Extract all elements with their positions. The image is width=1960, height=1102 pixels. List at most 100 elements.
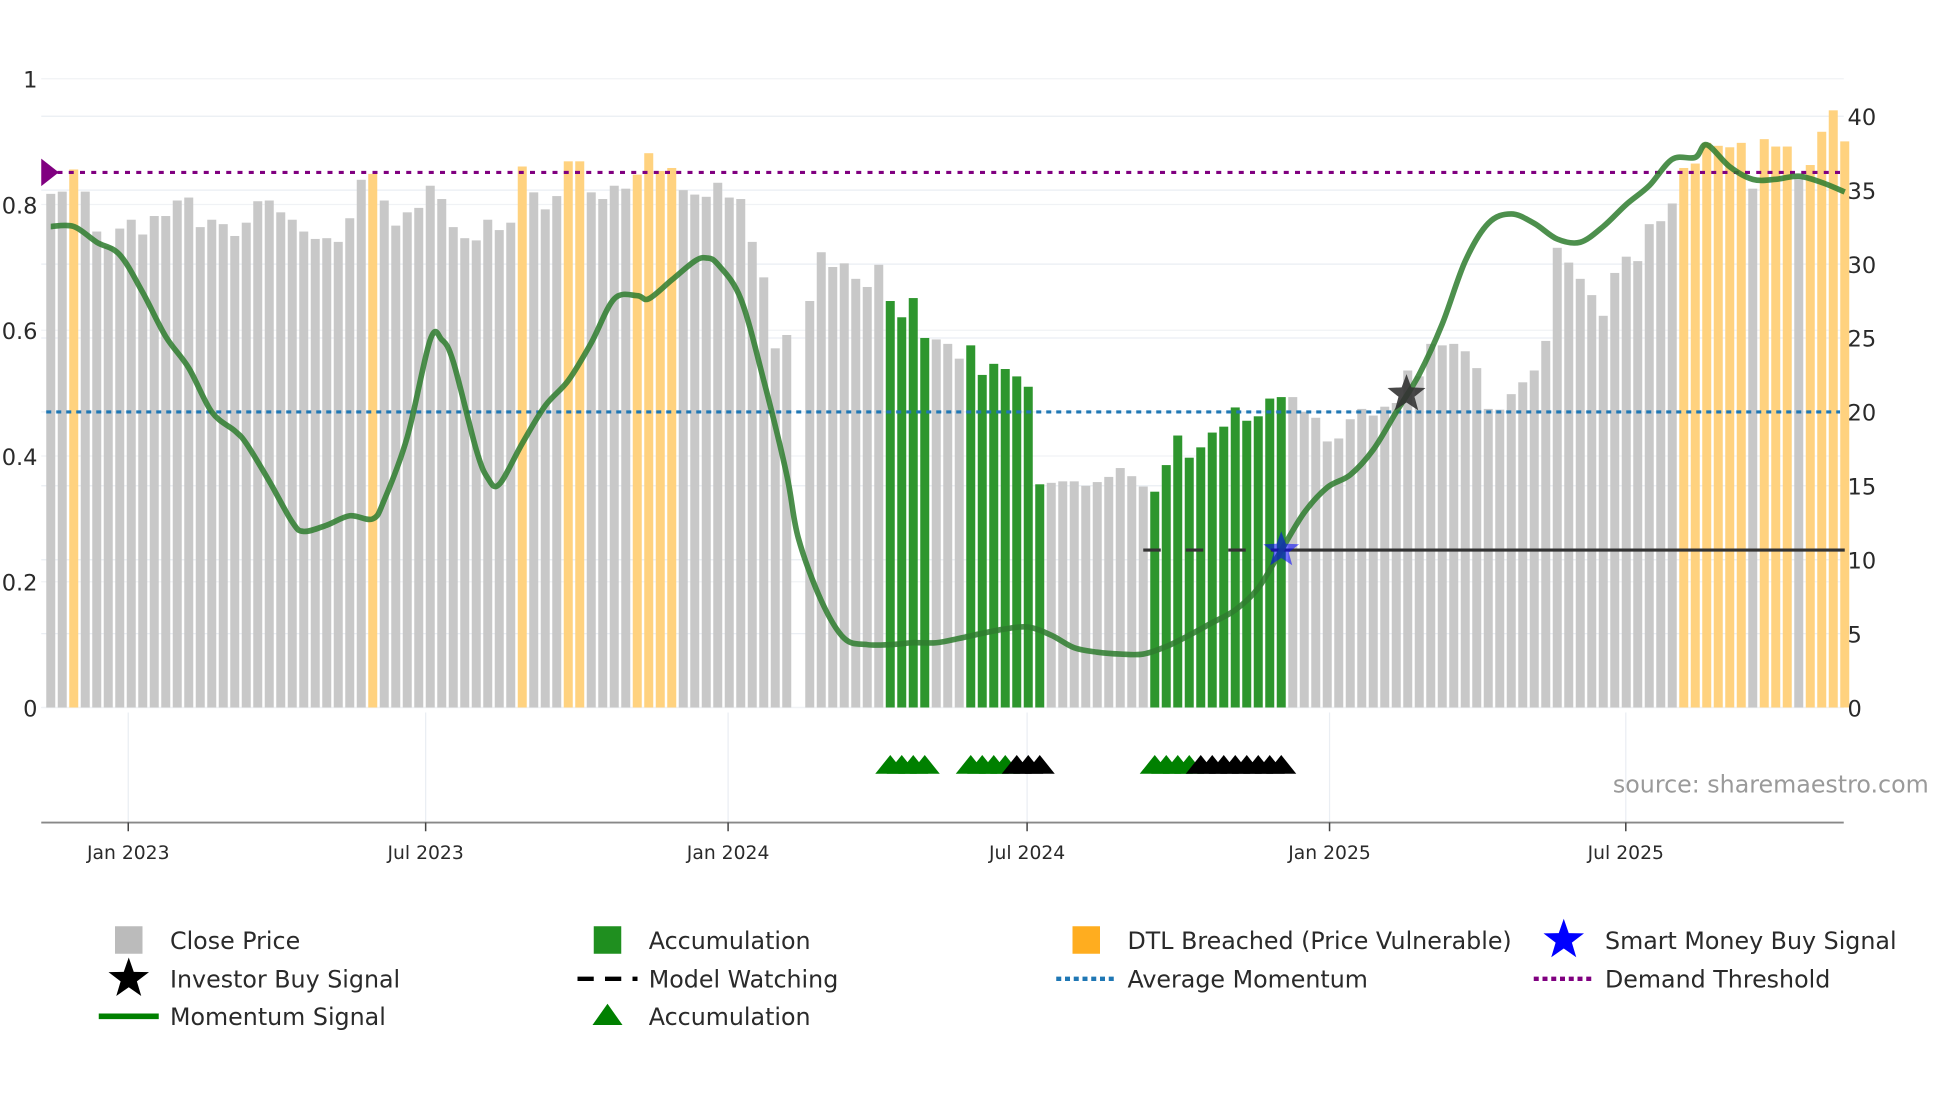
legend-item: Momentum Signal	[98, 1003, 386, 1031]
close-price-bar	[1104, 476, 1114, 708]
accumulation-bar	[908, 298, 918, 708]
legend-label: Momentum Signal	[170, 1003, 386, 1031]
close-price-bar	[230, 235, 240, 708]
x-tick-label: Jul 2025	[1587, 843, 1664, 864]
close-price-bar	[172, 200, 182, 708]
close-price-bar	[345, 218, 355, 708]
legend-label: Smart Money Buy Signal	[1605, 927, 1897, 955]
signal-markers	[41, 158, 1426, 774]
legend: Close Price Accumulation DTL Breached (Pri…	[98, 918, 1897, 1031]
close-price-bar	[1644, 224, 1654, 708]
close-price-bar	[402, 212, 412, 708]
momentum-signal-line	[50, 141, 1846, 658]
close-price-bar	[264, 200, 274, 708]
orange-square-icon	[1072, 926, 1100, 954]
close-price-bar	[471, 240, 481, 708]
dtl-breached-bar	[1805, 165, 1815, 708]
close-price-bar	[540, 209, 550, 708]
accumulation-bar	[1196, 447, 1206, 708]
close-price-bar	[310, 238, 320, 708]
right-axis-tick-label: 15	[1848, 475, 1877, 501]
legend-item: DTL Breached (Price Vulnerable)	[1072, 926, 1512, 955]
close-price-bar	[954, 358, 964, 708]
close-price-bar	[1357, 408, 1367, 708]
x-tick-label: Jan 2024	[686, 843, 770, 864]
close-price-bar	[1288, 397, 1298, 708]
close-price-bar	[1437, 345, 1447, 708]
close-price-bar	[690, 194, 700, 708]
right-axis-tick-label: 35	[1848, 179, 1877, 205]
close-price-bar	[1495, 409, 1505, 708]
close-price-bar	[782, 335, 792, 708]
close-price-bar	[287, 219, 297, 708]
legend-item: Investor Buy Signal	[108, 957, 400, 996]
close-price-bar	[207, 219, 217, 708]
right-axis-tick-label: 25	[1848, 327, 1877, 353]
line-series	[46, 141, 1846, 658]
close-price-bar	[138, 234, 148, 708]
dtl-breached-bar	[1725, 147, 1735, 708]
close-price-bar	[1368, 415, 1378, 708]
close-price-bar	[678, 190, 688, 708]
close-price-bar	[1552, 247, 1562, 708]
close-price-bar	[1518, 382, 1528, 708]
close-price-bar	[1575, 278, 1585, 708]
close-price-bar	[1115, 468, 1125, 708]
close-price-bar	[805, 301, 815, 708]
legend-label: Model Watching	[649, 966, 839, 994]
close-price-bar	[1426, 343, 1436, 708]
dtl-breached-bar	[1713, 145, 1723, 708]
close-price-bar	[931, 339, 941, 708]
close-price-bar	[770, 348, 780, 708]
accumulation-bar	[897, 317, 907, 708]
demand-threshold-marker-icon	[41, 158, 59, 187]
left-axis-tick-label: 0.8	[2, 193, 38, 219]
close-price-bar	[1529, 370, 1539, 708]
accumulation-bar	[966, 345, 976, 708]
dtl-breached-bar	[368, 173, 378, 708]
dtl-breached-bar	[1702, 142, 1712, 708]
bar-series	[46, 110, 1850, 708]
dtl-breached-bar	[575, 161, 585, 708]
x-tick-label: Jul 2024	[988, 843, 1065, 864]
close-price-bar	[218, 224, 228, 708]
right-axis-tick-label: 40	[1848, 105, 1877, 131]
close-price-bar	[1345, 419, 1355, 708]
accumulation-bar	[1150, 491, 1160, 708]
legend-label: Accumulation	[649, 1003, 811, 1031]
black-star-icon	[108, 957, 149, 996]
close-price-bar	[943, 343, 953, 708]
close-price-bar	[1046, 482, 1056, 708]
close-price-bar	[1127, 476, 1137, 708]
close-price-bar	[1460, 351, 1470, 708]
close-price-bar	[437, 199, 447, 708]
right-axis-tick-label: 0	[1848, 696, 1862, 722]
close-price-bar	[1748, 188, 1758, 708]
accumulation-triangle-icon	[1024, 755, 1055, 774]
close-price-bar	[1322, 441, 1332, 708]
legend-label: Average Momentum	[1128, 966, 1368, 994]
legend-item: Accumulation	[592, 1003, 811, 1031]
gray-square-icon	[115, 926, 143, 954]
source-label: source: sharemaestro.com	[1613, 771, 1929, 799]
close-price-bar	[736, 199, 746, 708]
close-price-bar	[46, 193, 56, 708]
left-axis-tick-label: 0.6	[2, 319, 38, 345]
accumulation-bar	[885, 301, 895, 708]
close-price-bar	[333, 241, 343, 708]
close-price-bar	[92, 231, 102, 708]
legend-item: Average Momentum	[1056, 966, 1368, 994]
legend-label: Demand Threshold	[1605, 966, 1830, 994]
accumulation-bar	[1000, 369, 1010, 708]
investor-buy-star-icon	[1387, 374, 1426, 411]
accumulation-bar	[1265, 398, 1275, 708]
accumulation-bar	[1253, 416, 1263, 708]
dtl-breached-bar	[563, 161, 573, 708]
accumulation-bar	[1023, 386, 1033, 708]
blue-star-icon	[1543, 918, 1584, 958]
legend-item: Close Price	[115, 926, 300, 955]
accumulation-triangle-icon	[909, 755, 940, 774]
close-price-bar	[713, 182, 723, 708]
x-tick-label: Jan 2023	[86, 843, 170, 864]
